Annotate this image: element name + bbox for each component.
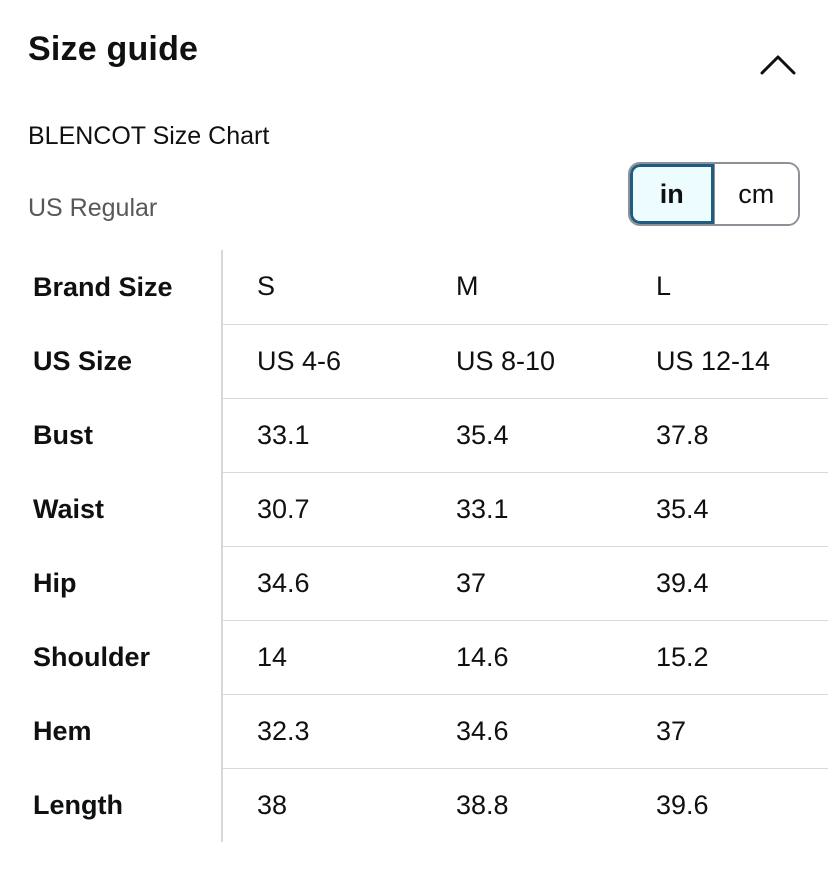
- row-header: Hem: [0, 694, 223, 768]
- table-cell: 37: [656, 694, 828, 769]
- table-cell: 30.7: [222, 472, 456, 547]
- row-header: Waist: [0, 472, 223, 546]
- table-row: Brand Size S M L: [0, 250, 828, 325]
- table-row: Hem 32.3 34.6 37: [0, 694, 828, 769]
- chevron-up-icon: [760, 55, 796, 75]
- table-cell: US 12-14: [656, 324, 828, 399]
- table-row: Hip 34.6 37 39.4: [0, 546, 828, 621]
- row-header: Bust: [0, 398, 223, 472]
- table-row: Length 38 38.8 39.6: [0, 768, 828, 842]
- table-cell: US 8-10: [456, 324, 656, 399]
- table-cell: M: [456, 250, 656, 325]
- size-guide-header: Size guide: [28, 28, 800, 88]
- row-header: US Size: [0, 324, 223, 398]
- table-row: Shoulder 14 14.6 15.2: [0, 620, 828, 695]
- row-header: Hip: [0, 546, 223, 620]
- table-row: Waist 30.7 33.1 35.4: [0, 472, 828, 547]
- table-cell: 15.2: [656, 620, 828, 695]
- table-cell: 34.6: [456, 694, 656, 769]
- unit-cm-button[interactable]: cm: [713, 164, 798, 224]
- table-cell: 33.1: [456, 472, 656, 547]
- unit-toggle: in cm: [628, 162, 800, 226]
- table-cell: S: [222, 250, 456, 325]
- table-cell: 38: [257, 789, 288, 820]
- page-title: Size guide: [28, 30, 199, 68]
- size-region-label: US Regular: [28, 194, 158, 222]
- collapse-button[interactable]: [756, 42, 800, 86]
- row-header: Brand Size: [0, 250, 223, 324]
- table-cell: 14.6: [456, 620, 656, 695]
- table-cell: US 4-6: [222, 324, 456, 399]
- table-cell: L: [656, 250, 828, 325]
- table-row: US Size US 4-6 US 8-10 US 12-14: [0, 324, 828, 399]
- table-cell: 35.4: [456, 398, 656, 473]
- brand-chart-label: BLENCOT Size Chart: [28, 122, 270, 150]
- size-chart-table: Brand Size S M L US Size US 4-6 US 8-10 US 12-1…: [0, 250, 828, 842]
- table-cell: 14: [222, 620, 456, 695]
- unit-in-button[interactable]: in: [630, 164, 714, 224]
- table-cell: 39.6: [656, 789, 709, 820]
- table-cell: 35.4: [656, 472, 828, 547]
- table-cell: 32.3: [222, 694, 456, 769]
- table-cell: 37: [456, 546, 656, 621]
- table-cell: 38.8: [456, 789, 509, 820]
- table-row: Bust 33.1 35.4 37.8: [0, 398, 828, 473]
- table-cell: 33.1: [222, 398, 456, 473]
- table-cell: 39.4: [656, 546, 828, 621]
- table-cell: 37.8: [656, 398, 828, 473]
- row-header: Shoulder: [0, 620, 223, 694]
- table-cell: 34.6: [222, 546, 456, 621]
- row-header: Length: [0, 768, 223, 842]
